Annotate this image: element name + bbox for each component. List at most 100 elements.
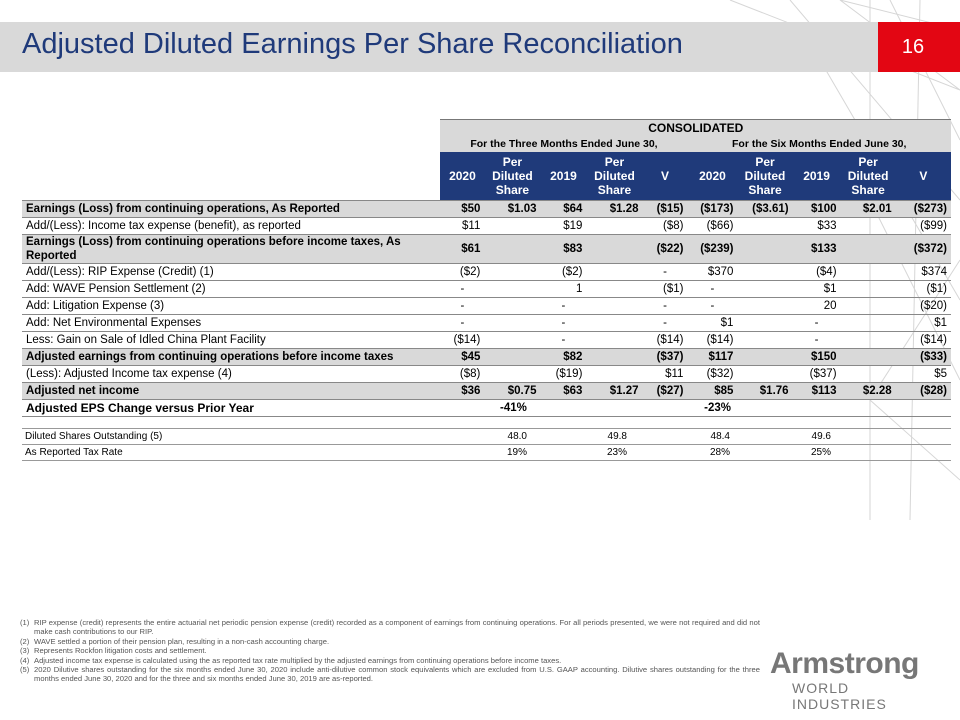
title-bar [0,22,880,72]
row-value [840,217,896,235]
row-value: - [687,297,738,315]
page-number-box [878,22,960,72]
row-value: ($3.61) [737,200,793,218]
consolidated-header-row: CONSOLIDATED [22,119,951,136]
page-title: Adjusted Diluted Earnings Per Share Reco… [22,28,683,60]
row-value: ($19) [540,365,587,383]
row-value [840,263,896,281]
row-value: 1 [540,280,587,298]
row-value: - [792,314,841,332]
footnote: (1) RIP expense (credit) represents the e… [20,618,760,637]
eps-change-six-months: -23% [642,399,793,417]
eps-change-three-months: -41% [440,399,587,417]
table-row: (Less): Adjusted Income tax expense (4)(… [22,365,951,383]
footnote: (2) WAVE settled a portion of their pensi… [20,636,330,646]
row-value: ($32) [687,365,738,383]
table-row: Add: Net Environmental Expenses - - - $1- $1 [22,314,951,332]
column-header: Per Diluted Share [737,152,793,201]
row-value [484,365,541,383]
row-value: ($14) [687,331,738,349]
page-number: 16 [901,36,925,58]
footnote: (4) Adjusted income tax expense is calcul… [20,655,562,665]
row-value: - [642,297,688,315]
row-label: (Less): Adjusted Income tax expense (4) [22,365,441,383]
row-label: Less: Gain on Sale of Idled China Plant … [22,331,441,349]
period-three-months: For the Three Months Ended June 30, [440,136,688,152]
row-value: ($2) [540,263,587,281]
column-header: 2019 [792,152,841,201]
row-value [586,263,643,281]
row-value [586,314,643,332]
table-row: Earnings (Loss) from continuing operatio… [22,200,951,218]
row-value: ($14) [440,331,485,349]
row-value [484,280,541,298]
row-value: - [540,314,587,332]
row-label: Add/(Less): Income tax expense (benefit)… [22,217,441,235]
row-value: $1.28 [586,200,643,218]
row-value [737,314,793,332]
row-value: $100 [792,200,841,218]
row-label: Adjusted net income [22,382,441,400]
row-value [484,234,541,264]
reconciliation-table: CONSOLIDATED For the Three Months Ended … [22,119,951,417]
row-value: $83 [540,234,587,264]
row-value: ($20) [895,297,951,315]
row-label: Earnings (Loss) from continuing operatio… [22,200,441,218]
tax-rate-label: As Reported Tax Rate [22,444,432,461]
shares-value: 48.0 [432,428,530,445]
row-value [840,331,896,349]
row-value: ($37) [792,365,841,383]
table-row: Add: WAVE Pension Settlement (2) -1 ($1) - $… [22,280,951,298]
row-value: $117 [687,348,738,366]
row-value: $11 [642,365,688,383]
column-header: Per Diluted Share [484,152,541,201]
row-value: ($239) [687,234,738,264]
row-value: $113 [792,382,841,400]
row-value: $1 [792,280,841,298]
row-label: Add: WAVE Pension Settlement (2) [22,280,441,298]
column-header: Per Diluted Share [840,152,896,201]
shares-value: 48.4 [630,428,733,445]
row-value: $374 [895,263,951,281]
row-value: $133 [792,234,841,264]
row-value: ($8) [440,365,485,383]
column-header: V [642,152,688,201]
row-value: - [642,314,688,332]
row-value: ($37) [642,348,688,366]
row-value: $2.28 [840,382,896,400]
table-row: Add/(Less): RIP Expense (Credit) (1) ($2)… [22,263,951,281]
row-value [737,217,793,235]
row-value: - [792,331,841,349]
row-value: ($8) [642,217,688,235]
table-row: Earnings (Loss) from continuing operatio… [22,234,951,264]
footnote: (5) 2020 Dilutive shares outstanding for … [20,665,760,684]
column-header: 2020 [440,152,485,201]
row-value: $370 [687,263,738,281]
row-value: - [440,314,485,332]
row-value: $5 [895,365,951,383]
tax-rate-row: As Reported Tax Rate 19% 23% 28% 25% [22,444,951,461]
row-value: ($14) [895,331,951,349]
row-value: $2.01 [840,200,896,218]
row-value: $50 [440,200,485,218]
shares-table: Diluted Shares Outstanding (5) 48.0 49.8… [22,428,951,461]
period-six-months: For the Six Months Ended June 30, [687,136,951,152]
row-value: $36 [440,382,485,400]
shares-row: Diluted Shares Outstanding (5) 48.0 49.8… [22,428,951,445]
row-value: $1 [687,314,738,332]
row-value: $11 [440,217,485,235]
tax-rate-value: 28% [630,444,733,461]
row-value: ($22) [642,234,688,264]
logo-name: Armstrong [770,647,919,680]
tax-rate-value: 23% [530,444,630,461]
row-value: $19 [540,217,587,235]
row-value: $82 [540,348,587,366]
row-value: - [440,280,485,298]
row-value [586,234,643,264]
footnote: (3) Represents Rockfon litigation costs a… [20,646,207,656]
row-value: $63 [540,382,587,400]
row-value [840,234,896,264]
row-value [484,331,541,349]
row-value: $64 [540,200,587,218]
row-label: Add: Net Environmental Expenses [22,314,441,332]
